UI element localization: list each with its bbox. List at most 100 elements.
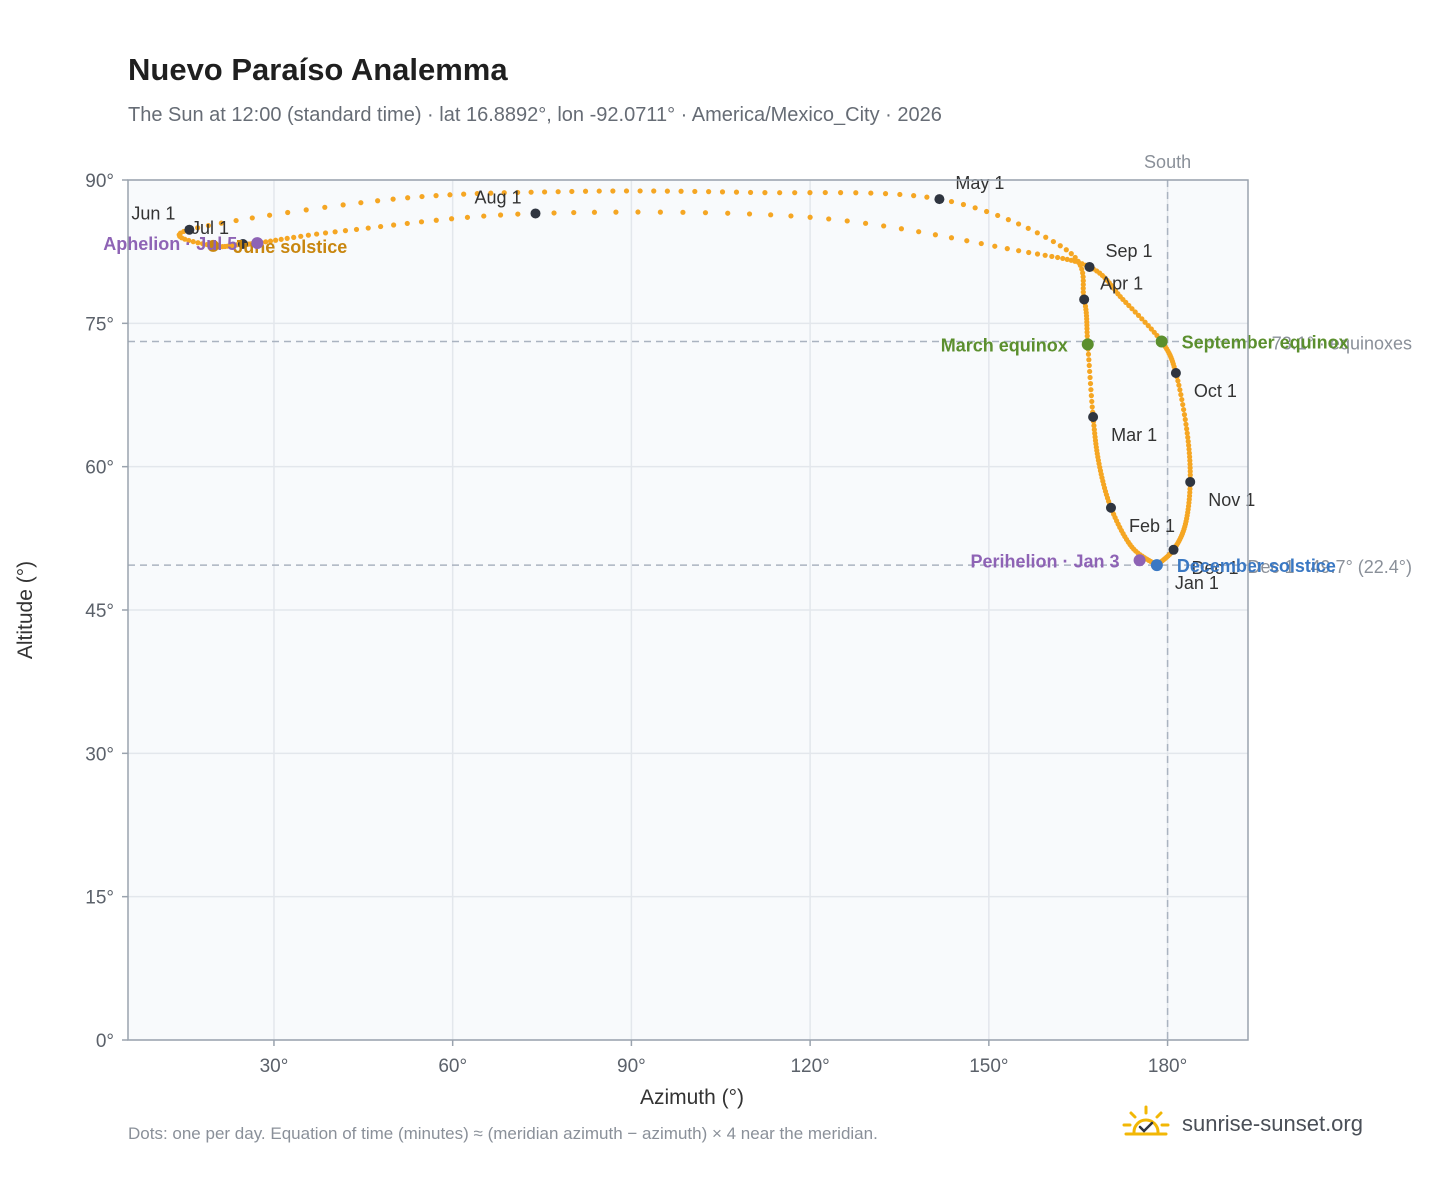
daily-dot [1049,253,1055,260]
daily-dot [591,209,598,215]
daily-dot [1005,216,1011,223]
y-tick-label: 60° [85,458,114,479]
daily-dot [762,190,768,196]
daily-dot [1050,238,1057,245]
daily-dot [837,190,844,196]
daily-dot [881,223,887,229]
x-tick-label: 180° [1148,1056,1187,1077]
daily-dot [637,188,643,194]
daily-dot [1086,362,1092,369]
reference-lines: South 73.1° · equinoxes Dec 1 · 49.7° (22.… [128,152,1412,1040]
daily-dot [1091,423,1097,429]
daily-dot [807,214,813,220]
daily-dot [964,238,970,244]
daily-dot [1072,254,1078,261]
daily-dot [358,200,364,206]
daily-dot [418,219,425,225]
month-marker-label: Nov 1 [1208,490,1255,510]
daily-dot [853,190,859,196]
daily-dot [1015,221,1022,227]
daily-dot [1087,374,1093,381]
daily-dot [322,230,329,236]
y-tick-label: 15° [85,888,114,909]
daily-dot [1080,289,1086,295]
daily-dot [1091,427,1097,433]
daily-dot [1089,404,1095,410]
daily-dot [1187,457,1193,464]
x-tick-label: 60° [438,1056,467,1077]
daily-dot [1184,426,1190,432]
daily-dot [862,220,869,226]
daily-dot [822,189,828,196]
daily-dot [1186,450,1192,456]
month-marker [530,208,541,219]
daily-dot [1092,430,1098,436]
event-markers: March equinox September equinox June solst… [103,234,1348,576]
daily-dot [474,190,480,197]
daily-dot [551,210,557,216]
daily-dot [285,209,291,216]
daily-dot [1068,251,1074,257]
daily-dot [1184,430,1190,436]
daily-dot [267,212,273,218]
daily-dot [205,222,212,229]
daily-dot [1087,380,1094,387]
daily-dot [702,210,709,216]
sunrise-logo-icon [1122,1105,1170,1136]
daily-dot [610,188,616,194]
daily-dot [678,188,684,194]
x-tick-label: 90° [617,1056,646,1077]
daily-dot [1016,248,1022,254]
daily-dot [340,202,346,208]
daily-dot [303,207,309,213]
month-marker-label: Jun 1 [131,204,175,224]
daily-dot [1132,309,1138,315]
daily-dot [501,190,507,196]
month-marker [237,239,248,250]
daily-dot [1187,454,1193,460]
daily-dot [419,193,425,200]
daily-dot [1088,387,1094,393]
daily-dot [1088,393,1094,399]
daily-dot [195,240,201,246]
daily-dot [1004,246,1010,252]
month-marker-label: Mar 1 [1111,425,1157,445]
chart-subtitle: The Sun at 12:00 (standard time) · lat 1… [128,104,942,126]
reference-line-label: Dec 1 · 49.7° (22.4°) [1248,557,1412,577]
daily-dot [1135,312,1142,318]
daily-dot [267,238,274,244]
event-label: September equinox [1182,332,1349,352]
event-marker [207,239,220,252]
axis-ticks: 30° 60° 90° 120° 150° 180° 0° 15° 30° 45° 60° 75° 90… [85,171,1187,1077]
daily-dot [1042,252,1048,258]
month-marker [1088,411,1099,422]
daily-dot [249,215,255,221]
daily-dot [868,190,874,196]
daily-dot [992,243,998,249]
brand[interactable]: sunrise-sunset.org [1120,1104,1363,1144]
daily-dot [273,237,279,243]
daily-dot [792,190,798,196]
event-marker [1155,335,1168,348]
daily-dot [777,190,783,196]
daily-dot [1026,249,1032,256]
month-marker [1168,544,1179,555]
month-marker-label: Sep 1 [1106,241,1153,261]
footnote: Dots: one per day. Equation of time (min… [128,1124,878,1143]
daily-dot [1084,333,1090,339]
daily-dot [284,235,290,241]
month-marker [1084,261,1095,272]
month-marker [184,224,195,235]
daily-dot [1089,398,1095,405]
daily-dot [719,189,726,195]
daily-dot [948,198,955,205]
daily-dot [569,188,575,195]
daily-dot [404,220,410,227]
daily-dot [1145,323,1151,329]
daily-dot [1126,302,1132,309]
daily-dot [1142,319,1148,325]
daily-dot [291,234,297,240]
month-marker-label: Aug 1 [474,187,521,207]
daily-dot [515,211,521,217]
